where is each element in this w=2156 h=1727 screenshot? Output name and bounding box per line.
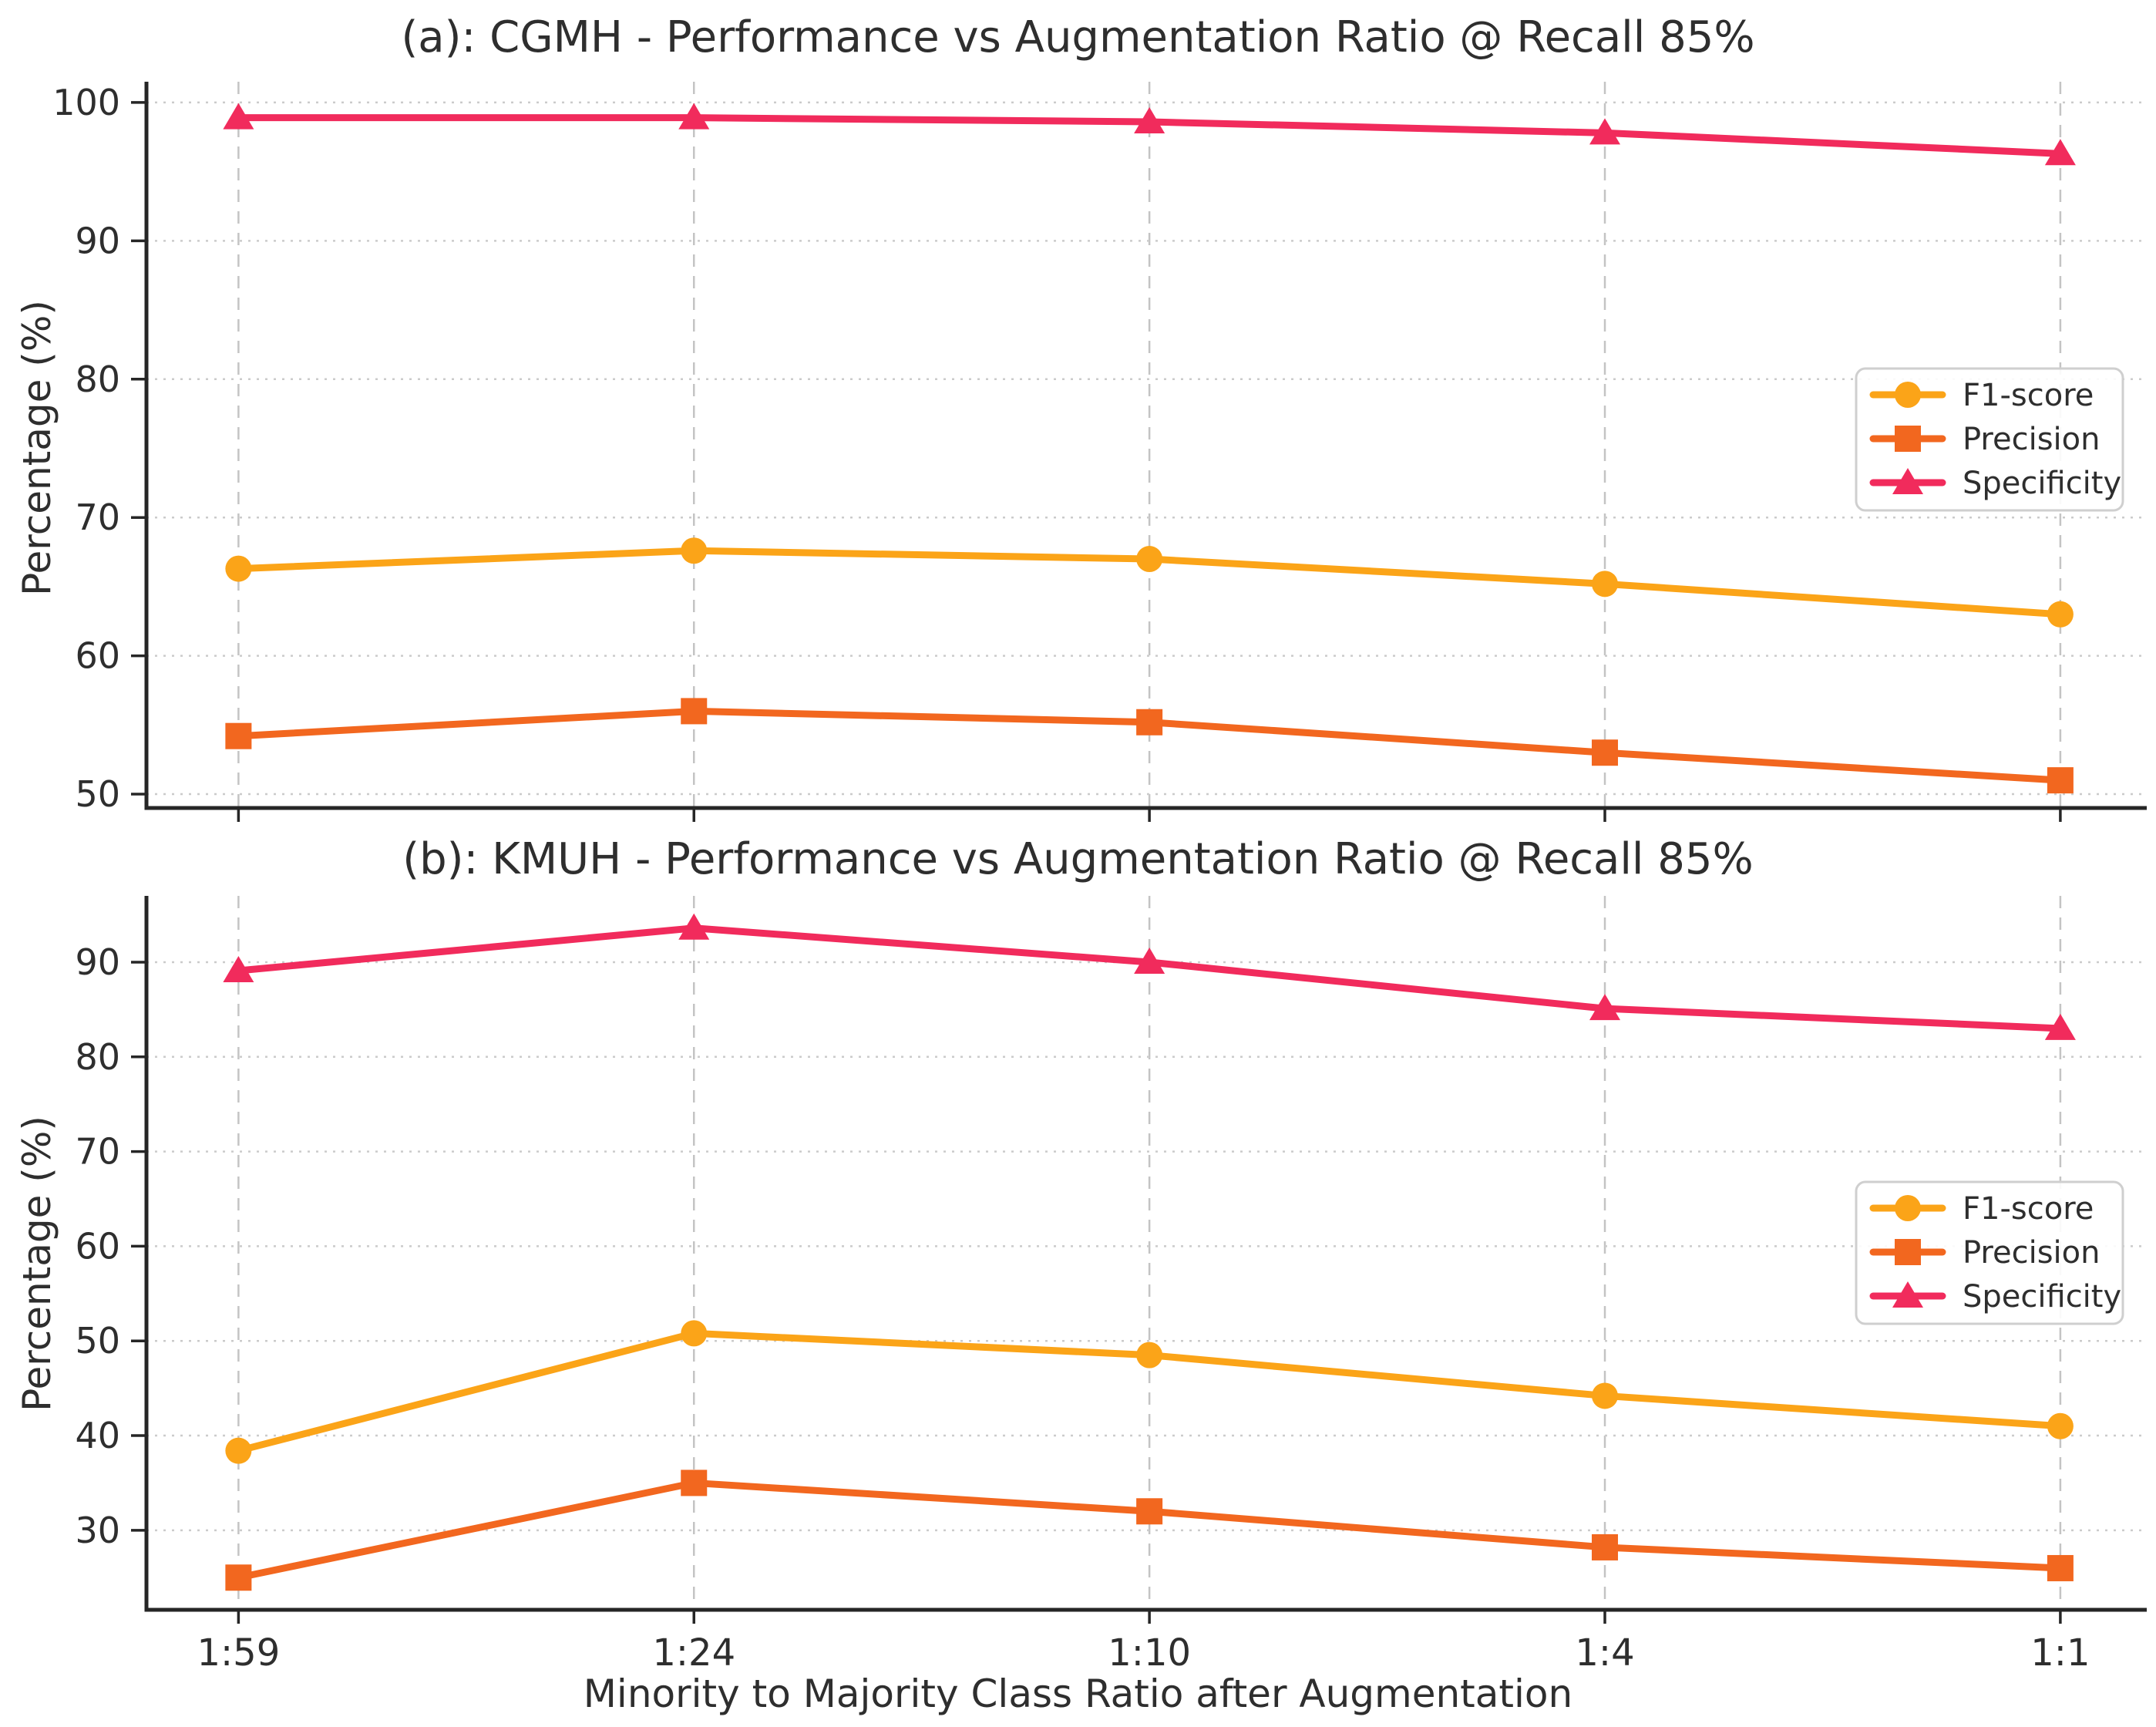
panel-b-y-tick-label: 70 bbox=[75, 1131, 120, 1173]
panel-b-x-tick-label: 1:4 bbox=[1575, 1631, 1634, 1675]
panel-a-legend-label-precision: Precision bbox=[1963, 422, 2100, 457]
panel-a-y-tick-label: 100 bbox=[52, 82, 120, 123]
panel-a-f1-score-marker bbox=[681, 537, 708, 564]
panel-b-legend-marker-f1-score bbox=[1895, 1195, 1921, 1221]
panel-b-x-tick-label: 1:10 bbox=[1108, 1631, 1191, 1675]
panel-a-specificity-marker bbox=[223, 103, 254, 130]
panel-b-f1-score-marker bbox=[225, 1437, 252, 1464]
panel-a-legend-box bbox=[1855, 367, 2124, 512]
panel-a-y-tick-label: 60 bbox=[75, 635, 120, 677]
panel-b-legend-label-f1-score: F1-score bbox=[1963, 1191, 2094, 1227]
panel-b-precision-marker bbox=[681, 1469, 708, 1496]
panel-b-specificity-marker bbox=[678, 913, 710, 940]
panel-a-f1-score-marker bbox=[225, 555, 252, 582]
panel-b-legend-marker-specificity bbox=[1892, 1281, 1923, 1308]
panel-b-legend-marker-precision bbox=[1895, 1239, 1921, 1265]
panel-b-specificity-marker bbox=[223, 956, 254, 983]
panel-a-legend-marker-f1-score bbox=[1895, 382, 1921, 408]
panel-a-precision-marker bbox=[1136, 709, 1163, 736]
panel-a-f1-score-marker bbox=[2047, 601, 2074, 628]
panel-a-legend-label-specificity: Specificity bbox=[1963, 466, 2121, 501]
panel-b-y-tick-label: 80 bbox=[75, 1036, 120, 1078]
panel-b-specificity-marker bbox=[1134, 947, 1165, 974]
panel-a-y-tick-label: 80 bbox=[75, 359, 120, 400]
panel-a-specificity-marker bbox=[678, 103, 710, 130]
panel-b-x-tick-label: 1:24 bbox=[652, 1631, 735, 1675]
panel-b-f1-score-marker bbox=[1136, 1342, 1163, 1368]
panel-a-legend-label-f1-score: F1-score bbox=[1963, 378, 2094, 413]
panel-a-y-tick-label: 50 bbox=[75, 773, 120, 815]
panel-a-precision-marker bbox=[225, 722, 252, 749]
panel-a-y-tick-label: 70 bbox=[75, 497, 120, 538]
panel-b-title: (b): KMUH - Performance vs Augmentation … bbox=[402, 834, 1754, 884]
panel-a-specificity-marker bbox=[1134, 107, 1165, 134]
panel-b-legend-box bbox=[1855, 1180, 2124, 1325]
panel-b-x-tick-label: 1:59 bbox=[197, 1631, 280, 1675]
panel-b-f1-score-marker bbox=[1592, 1382, 1619, 1409]
panel-a-legend-marker-precision bbox=[1895, 426, 1921, 452]
panel-b-f1-score-marker bbox=[2047, 1412, 2074, 1439]
panel-b-specificity-marker bbox=[1589, 994, 1621, 1021]
panel-a-y-axis-label: Percentage (%) bbox=[15, 300, 59, 596]
panel-b-legend-label-precision: Precision bbox=[1963, 1235, 2100, 1271]
panel-a-legend-marker-specificity bbox=[1892, 468, 1923, 494]
panel-b-y-tick-label: 90 bbox=[75, 941, 120, 983]
panel-b-x-tick-label: 1:1 bbox=[2030, 1631, 2090, 1675]
panel-a-y-tick-label: 90 bbox=[75, 220, 120, 261]
panel-a-specificity-marker bbox=[2044, 139, 2076, 166]
panel-b-precision-marker bbox=[1592, 1533, 1619, 1560]
panel-a-precision-marker bbox=[681, 698, 708, 725]
panel-b-specificity-marker bbox=[2044, 1013, 2076, 1040]
panel-a-specificity-marker bbox=[1589, 118, 1621, 145]
panel-b-precision-marker bbox=[225, 1564, 252, 1591]
panel-b-y-axis-label: Percentage (%) bbox=[15, 1116, 59, 1412]
panel-b-f1-score-marker bbox=[681, 1320, 708, 1347]
panel-a-f1-score-marker bbox=[1136, 546, 1163, 573]
panel-a-f1-score-marker bbox=[1592, 571, 1619, 598]
panel-b-precision-marker bbox=[2047, 1554, 2074, 1581]
panel-b-y-tick-label: 60 bbox=[75, 1225, 120, 1267]
panel-b-precision-marker bbox=[1136, 1498, 1163, 1525]
panel-b-y-tick-label: 50 bbox=[75, 1320, 120, 1362]
panel-a-precision-marker bbox=[1592, 739, 1619, 766]
panel-b-y-tick-label: 40 bbox=[75, 1415, 120, 1456]
x-axis-label: Minority to Majority Class Ratio after A… bbox=[583, 1671, 1573, 1716]
panel-b-y-tick-label: 30 bbox=[75, 1510, 120, 1551]
panel-b-legend-label-specificity: Specificity bbox=[1963, 1279, 2121, 1315]
panel-a-precision-marker bbox=[2047, 767, 2074, 794]
panel-a-title: (a): CGMH - Performance vs Augmentation … bbox=[401, 12, 1755, 62]
